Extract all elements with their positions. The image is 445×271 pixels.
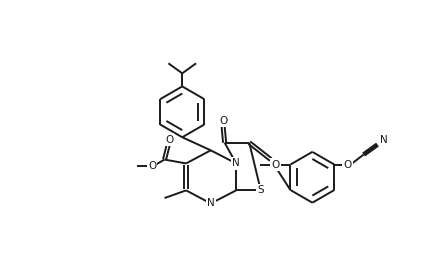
Text: O: O (344, 160, 352, 170)
Text: N: N (207, 198, 214, 208)
Text: N: N (380, 135, 388, 145)
Text: O: O (165, 134, 173, 144)
Text: O: O (148, 161, 156, 171)
Text: S: S (258, 185, 264, 195)
Text: O: O (271, 160, 280, 170)
Text: O: O (219, 116, 227, 126)
Text: N: N (232, 159, 240, 168)
